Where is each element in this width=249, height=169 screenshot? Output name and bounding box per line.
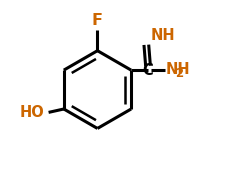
Text: C: C <box>143 63 153 78</box>
Text: 2: 2 <box>175 67 184 80</box>
Text: F: F <box>92 13 103 28</box>
Text: NH: NH <box>165 62 190 77</box>
Text: NH: NH <box>151 28 175 43</box>
Text: HO: HO <box>20 105 44 120</box>
